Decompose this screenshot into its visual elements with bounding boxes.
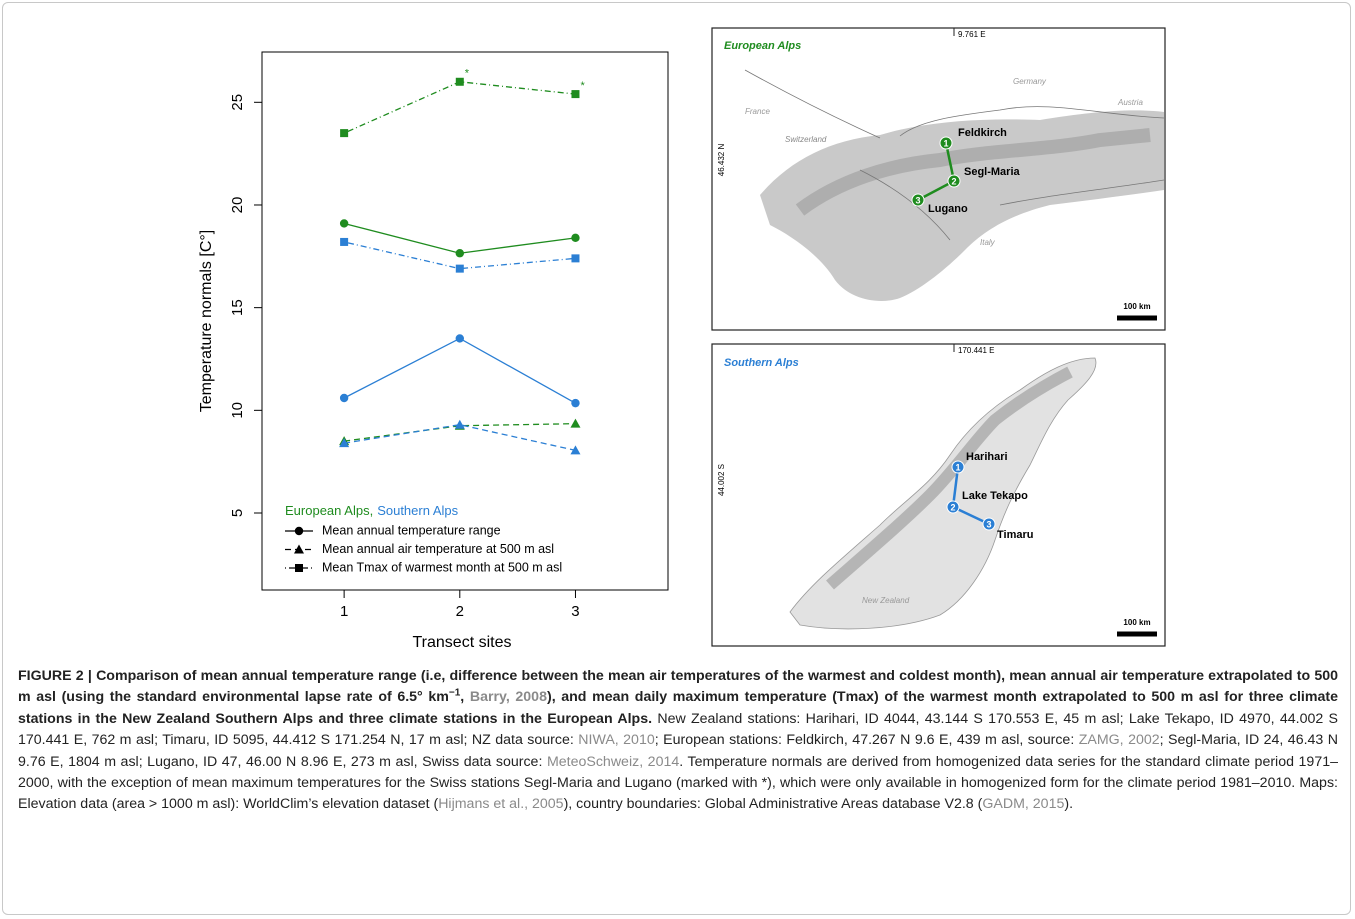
point <box>456 78 464 86</box>
citation-link[interactable]: Barry, 2008 <box>470 689 547 705</box>
y-tick-label: 20 <box>229 197 246 214</box>
station-name: Lake Tekapo <box>962 490 1028 502</box>
station-number: 1 <box>943 138 948 148</box>
map-europe: 9.761 E 46.432 N European Alps France Ge… <box>712 28 1165 330</box>
series-line <box>344 223 575 253</box>
scale-label: 100 km <box>1123 302 1150 311</box>
scale-label: 100 km <box>1123 618 1150 627</box>
station-name: Feldkirch <box>958 127 1007 139</box>
lon-label: 9.761 E <box>958 30 986 39</box>
point <box>340 238 348 246</box>
y-tick-label: 5 <box>229 509 246 517</box>
country-label: Switzerland <box>785 135 827 144</box>
citation-link[interactable]: GADM, 2015 <box>982 796 1064 812</box>
series-line <box>344 338 575 403</box>
legend-label: Mean annual temperature range <box>322 523 501 537</box>
x-tick-label: 1 <box>340 603 348 620</box>
caption-text: ; European stations: Feldkirch, 47.267 N… <box>655 732 1079 748</box>
country-label: Austria <box>1117 98 1143 107</box>
map-southern: 170.441 E 44.002 S Southern Alps New Zea… <box>712 344 1165 646</box>
y-tick-label: 25 <box>229 94 246 111</box>
country-label: Italy <box>980 238 996 247</box>
station-number: 3 <box>986 519 991 529</box>
station-name: Harihari <box>966 451 1008 463</box>
annotation: * <box>465 68 470 80</box>
citation-link[interactable]: ZAMG, 2002 <box>1079 732 1160 748</box>
caption-superscript: −1 <box>449 688 460 699</box>
legend-label: Mean annual air temperature at 500 m asl <box>322 542 554 556</box>
point <box>455 420 465 429</box>
citation-link[interactable]: MeteoSchweiz, 2014 <box>547 754 679 770</box>
point <box>571 254 579 262</box>
point <box>571 90 579 98</box>
citation-link[interactable]: Hijmans et al., 2005 <box>438 796 563 812</box>
point <box>456 334 464 342</box>
point <box>340 394 348 402</box>
series-line <box>344 82 575 133</box>
station-number: 2 <box>951 176 956 186</box>
point <box>571 399 579 407</box>
legend-marker <box>295 564 303 572</box>
caption-text: ), country boundaries: Global Administra… <box>564 796 983 812</box>
y-tick-label: 10 <box>229 402 246 419</box>
country-label: France <box>745 107 770 116</box>
point <box>456 265 464 273</box>
citation-link[interactable]: NIWA, 2010 <box>578 732 654 748</box>
lat-label: 46.432 N <box>717 144 726 177</box>
point <box>340 219 348 227</box>
station-name: Lugano <box>928 203 968 215</box>
x-tick-label: 2 <box>456 603 464 620</box>
legend-label: Mean Tmax of warmest month at 500 m asl <box>322 560 562 574</box>
caption-text: , <box>460 689 470 705</box>
point <box>456 249 464 257</box>
legend-group: European Alps, <box>285 503 373 518</box>
figure-page: Temperature normals [C°] Transect sites … <box>0 0 1355 919</box>
point <box>340 129 348 137</box>
figure-panels: Temperature normals [C°] Transect sites … <box>0 0 1355 660</box>
point <box>570 419 580 428</box>
y-tick-label: 15 <box>229 299 246 316</box>
station-number: 3 <box>915 195 920 205</box>
y-axis-label: Temperature normals [C°] <box>198 230 215 412</box>
point <box>571 234 579 242</box>
map-title: European Alps <box>724 40 801 52</box>
legend-group: Southern Alps <box>377 503 458 518</box>
caption-text: ). <box>1064 796 1073 812</box>
lon-label: 170.441 E <box>958 346 994 355</box>
station-number: 1 <box>955 462 960 472</box>
figure-caption: FIGURE 2 | Comparison of mean annual tem… <box>18 666 1338 816</box>
legend-marker <box>295 527 303 535</box>
map-title: Southern Alps <box>724 357 799 369</box>
legend-title: European Alps, Southern Alps <box>285 503 459 518</box>
station-name: Timaru <box>997 529 1033 541</box>
x-tick-label: 3 <box>571 603 579 620</box>
country-label: New Zealand <box>862 596 910 605</box>
lat-label: 44.002 S <box>717 464 726 496</box>
station-number: 2 <box>950 502 955 512</box>
country-label: Germany <box>1013 77 1047 86</box>
x-axis-label: Transect sites <box>413 634 512 651</box>
station-name: Segl-Maria <box>964 166 1021 178</box>
annotation: * <box>580 80 585 92</box>
